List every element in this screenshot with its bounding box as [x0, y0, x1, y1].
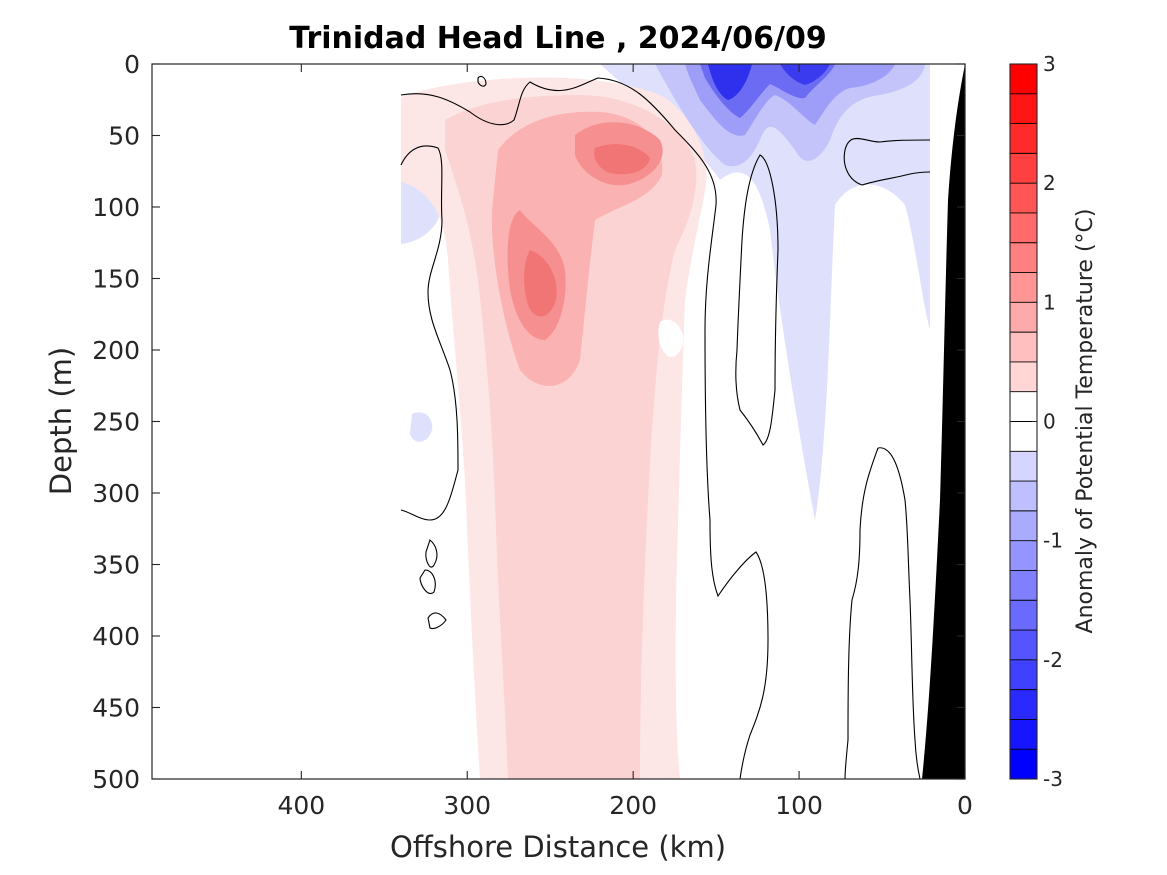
- colorbar-swatch: [1010, 332, 1037, 362]
- cold-core-200: [708, 64, 752, 100]
- contour-line: [400, 77, 769, 779]
- colorbar-swatch: [1010, 212, 1037, 243]
- colorbar-label: Anomaly of Potential Temperature (°C): [1073, 209, 1098, 634]
- colorbar-swatch: [1010, 123, 1037, 154]
- plot-area: 0 50 100 150 200 250 300 350 400 450 500 400 300 200…: [92, 50, 973, 820]
- colorbar-swatch: [1010, 64, 1037, 94]
- colorbar-swatch: [1010, 451, 1037, 482]
- colorbar-tick-label: -1: [1043, 529, 1063, 553]
- colorbar-swatch: [1010, 689, 1037, 720]
- seafloor-mask: [922, 64, 965, 779]
- x-tick-label: 0: [957, 791, 973, 820]
- colorbar-swatch: [1010, 302, 1037, 333]
- y-tick-label: 100: [92, 193, 140, 222]
- x-tick-label: 200: [609, 791, 657, 820]
- colorbar-swatch: [1010, 361, 1037, 392]
- colorbar-swatch: [1010, 242, 1037, 273]
- colorbar-swatch: [1010, 153, 1037, 184]
- colorbar-swatch: [1010, 659, 1037, 690]
- zero-contours: [400, 75, 931, 779]
- anomaly-field: [400, 64, 965, 779]
- colorbar-swatch: [1010, 570, 1037, 601]
- contour-line: [427, 612, 447, 630]
- contour-line: [877, 447, 921, 779]
- x-tick-label: 100: [775, 791, 823, 820]
- colorbar-swatch: [1010, 600, 1037, 631]
- warm-core-125: [524, 250, 557, 317]
- colorbar-swatch: [1010, 93, 1037, 124]
- y-tick-label: 150: [92, 265, 140, 294]
- y-tick-label: 250: [92, 408, 140, 437]
- y-tick-label: 500: [92, 765, 140, 794]
- y-tick-label: 350: [92, 551, 140, 580]
- contour-line: [843, 137, 931, 186]
- colorbar-swatch: [1010, 481, 1037, 511]
- neutral-pocket: [658, 319, 684, 357]
- contour-line: [477, 75, 487, 87]
- colorbar-tick-label: 1: [1043, 290, 1056, 314]
- colorbar-tick-label: 3: [1043, 52, 1056, 76]
- warm-core-125b: [594, 144, 650, 175]
- y-tick-label: 300: [92, 479, 140, 508]
- contour-line: [400, 145, 459, 521]
- contour-line: [425, 539, 438, 568]
- x-tick-label: 400: [277, 791, 325, 820]
- contour-line: [419, 569, 436, 594]
- colorbar-swatch: [1010, 749, 1037, 779]
- y-tick-label: 200: [92, 336, 140, 365]
- x-tick-label: 300: [443, 791, 491, 820]
- contour-line: [844, 447, 879, 779]
- colorbar-tick-label: 0: [1043, 410, 1056, 434]
- y-axis: 0 50 100 150 200 250 300 350 400 450 500: [92, 50, 965, 794]
- y-tick-label: 50: [108, 122, 140, 151]
- colorbar-tick-label: -2: [1043, 648, 1063, 672]
- colorbar: 3 2 1 0 -1 -2 -3: [1009, 52, 1063, 791]
- colorbar-swatch: [1010, 510, 1037, 541]
- y-tick-label: 0: [124, 50, 140, 79]
- chart-title: Trinidad Head Line , 2024/06/09: [289, 21, 826, 56]
- colorbar-swatch: [1010, 719, 1037, 750]
- colorbar-swatch: [1010, 540, 1037, 571]
- x-axis-label: Offshore Distance (km): [390, 830, 726, 864]
- y-axis-label: Depth (m): [44, 347, 78, 495]
- y-tick-label: 400: [92, 622, 140, 651]
- cold-patch-small: [410, 412, 433, 442]
- x-axis: 400 300 200 100 0: [277, 64, 973, 820]
- y-tick-label: 450: [92, 694, 140, 723]
- cold-core-200b: [780, 64, 830, 85]
- colorbar-swatch: [1010, 630, 1037, 660]
- colorbar-swatch: [1010, 183, 1037, 213]
- colorbar-swatch: [1010, 421, 1037, 452]
- colorbar-tick-label: 2: [1043, 171, 1056, 195]
- cold-strip-surface: [401, 64, 930, 520]
- contour-line: [735, 154, 779, 446]
- colorbar-swatch: [1010, 391, 1037, 422]
- colorbar-swatch: [1010, 272, 1037, 303]
- colorbar-tick-label: -3: [1043, 767, 1063, 791]
